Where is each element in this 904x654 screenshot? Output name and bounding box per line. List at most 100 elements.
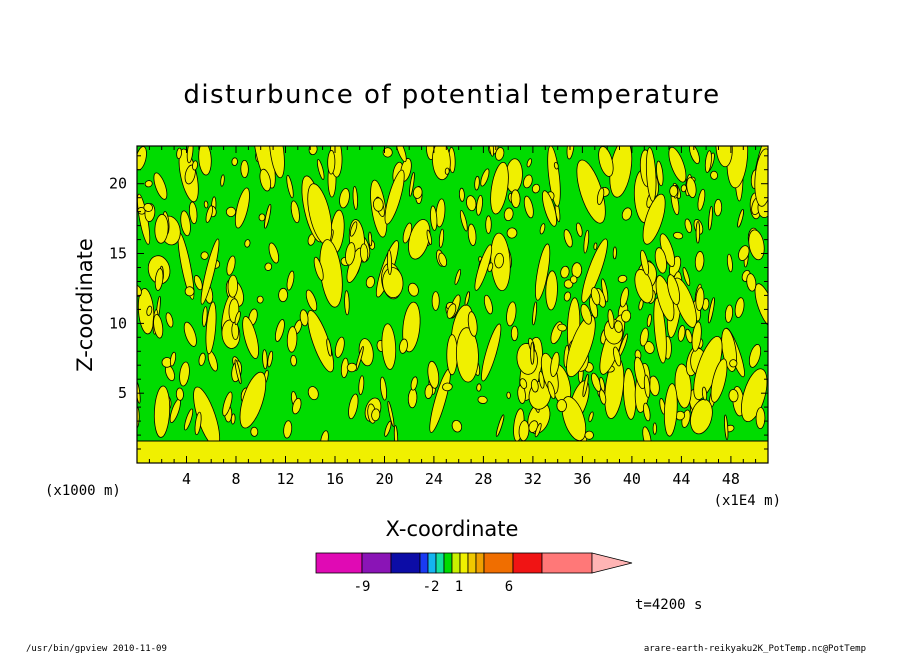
x-tick-label: 4 bbox=[182, 470, 191, 488]
x-tick-label: 36 bbox=[573, 470, 591, 488]
contour-cell bbox=[656, 160, 664, 187]
contour-cell bbox=[175, 387, 184, 401]
contour-cell bbox=[599, 376, 606, 392]
contour-cell bbox=[442, 382, 453, 392]
contour-cell bbox=[256, 295, 264, 304]
contour-cell bbox=[444, 167, 450, 175]
contour-cell bbox=[754, 283, 768, 329]
colorbar-cell bbox=[361, 552, 392, 574]
contour-cell bbox=[234, 187, 250, 229]
contour-cell bbox=[446, 303, 457, 319]
contour-cell bbox=[495, 414, 505, 437]
contour-cell bbox=[467, 223, 477, 246]
contour-cell bbox=[547, 381, 556, 400]
contour-cell bbox=[488, 146, 495, 157]
contour-cell bbox=[430, 205, 438, 231]
colorbar-cell bbox=[390, 552, 421, 574]
contour-cell bbox=[316, 159, 325, 180]
x-tick-label: 24 bbox=[425, 470, 443, 488]
contour-cell bbox=[707, 297, 715, 324]
contour-cell bbox=[686, 177, 697, 199]
contour-cell bbox=[619, 287, 629, 308]
colorbar-tick-label: -9 bbox=[354, 579, 371, 595]
contour-cell bbox=[402, 301, 421, 353]
contour-cell bbox=[639, 327, 649, 347]
plot-frame bbox=[136, 145, 769, 464]
contour-cell bbox=[547, 146, 561, 207]
contour-cell bbox=[455, 327, 479, 383]
contour-cell bbox=[542, 190, 557, 227]
contour-cell bbox=[557, 323, 567, 332]
x-tick-label: 8 bbox=[231, 470, 240, 488]
contour-cell bbox=[593, 242, 598, 251]
contour-cell bbox=[677, 325, 686, 342]
y-tick-label: 5 bbox=[118, 384, 127, 402]
contour-cell bbox=[427, 360, 440, 389]
contour-cell bbox=[359, 243, 369, 263]
x-tick-label: 20 bbox=[375, 470, 393, 488]
contour-cell bbox=[617, 274, 628, 283]
y-unit-label: (x1000 m) bbox=[45, 483, 121, 499]
contour-cell bbox=[399, 338, 408, 354]
contour-cell bbox=[154, 213, 169, 244]
contour-cell bbox=[381, 323, 397, 370]
contour-cell bbox=[464, 291, 470, 306]
contour-cell bbox=[553, 161, 559, 170]
contour-cell bbox=[349, 221, 358, 237]
contour-cell bbox=[153, 385, 171, 438]
contour-cell bbox=[258, 213, 266, 222]
colorbar-tick-labels: -9 -2 1 6 bbox=[354, 579, 514, 595]
contour-cell bbox=[465, 195, 477, 212]
colorbar-cell bbox=[459, 552, 469, 574]
contour-cell bbox=[384, 420, 392, 437]
contour-cell bbox=[467, 311, 478, 337]
contour-cell bbox=[560, 265, 570, 279]
x-tick-label: 40 bbox=[623, 470, 641, 488]
contour-cell bbox=[234, 359, 242, 385]
contour-cell bbox=[372, 197, 384, 212]
contour-cell bbox=[506, 301, 517, 327]
contour-cell bbox=[590, 287, 601, 306]
footer-right: arare-earth-reikyaku2K_PotTemp.nc@PotTem… bbox=[644, 644, 866, 654]
contour-cell bbox=[137, 288, 155, 335]
contour-cell bbox=[344, 290, 350, 316]
contour-cell bbox=[267, 350, 274, 368]
chart-title: disturbunce of potential temperature bbox=[183, 80, 720, 110]
contour-cell bbox=[654, 247, 667, 274]
contour-cell bbox=[188, 201, 198, 225]
contour-cell bbox=[144, 180, 153, 188]
contour-cell bbox=[645, 147, 657, 202]
contour-cell bbox=[198, 146, 212, 176]
colorbar-cell bbox=[443, 552, 453, 574]
contour-cell bbox=[202, 306, 208, 327]
contour-cell bbox=[755, 407, 766, 430]
contour-cell bbox=[561, 396, 587, 442]
colorbar bbox=[315, 552, 633, 574]
contour-cell bbox=[424, 384, 434, 399]
contour-cell bbox=[682, 267, 691, 286]
contour-cell bbox=[569, 275, 578, 284]
contour-cell bbox=[412, 186, 423, 199]
contour-cell bbox=[384, 169, 405, 225]
contour-cell bbox=[409, 171, 415, 197]
contour-cell bbox=[563, 291, 571, 302]
contour-cell bbox=[642, 193, 666, 245]
contour-cell bbox=[299, 309, 309, 327]
colorbar-cell bbox=[483, 552, 514, 574]
colorbar-cell bbox=[419, 552, 429, 574]
contour-cell bbox=[438, 252, 448, 267]
contour-cell bbox=[382, 147, 393, 158]
contour-cell bbox=[184, 408, 194, 431]
contour-cell bbox=[653, 297, 667, 364]
contour-cell bbox=[355, 345, 364, 372]
contour-cell bbox=[503, 207, 514, 222]
y-axis-ticks: 5 10 15 20 bbox=[109, 155, 768, 450]
contour-cell bbox=[599, 389, 607, 405]
contour-cell bbox=[613, 346, 622, 367]
contour-cell bbox=[200, 251, 209, 260]
contour-cell bbox=[563, 229, 573, 248]
contour-cell bbox=[227, 274, 239, 298]
contour-cell bbox=[395, 146, 407, 163]
contour-cell bbox=[194, 411, 202, 436]
contour-cell bbox=[531, 183, 541, 194]
